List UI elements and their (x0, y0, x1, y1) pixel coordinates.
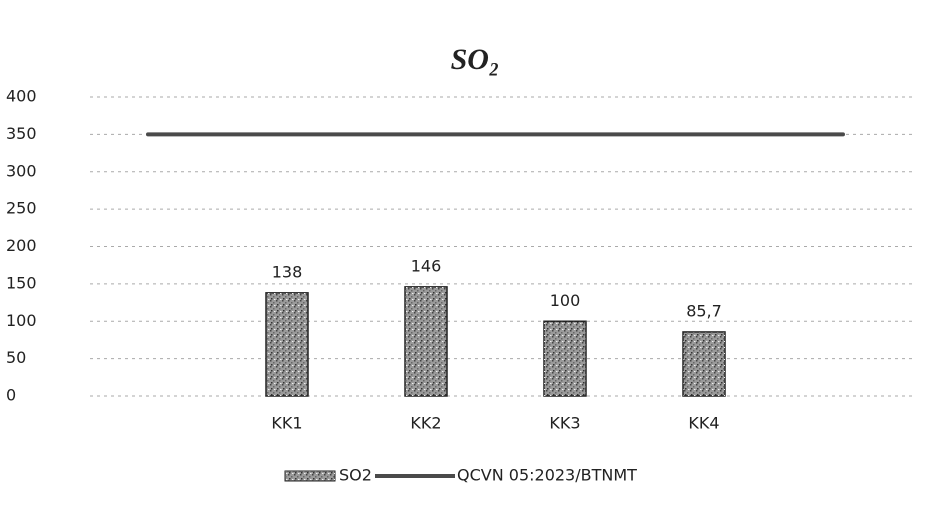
y-tick-label: 300 (6, 161, 37, 180)
x-tick-label: KK3 (549, 414, 580, 433)
x-tick-label: KK2 (410, 414, 441, 433)
y-tick-label: 200 (6, 236, 37, 255)
y-tick-label: 350 (6, 124, 37, 143)
data-label: 146 (411, 256, 442, 275)
x-tick-label: KK1 (271, 414, 302, 433)
x-tick-label: KK4 (688, 414, 719, 433)
y-tick-label: 250 (6, 199, 37, 218)
bar-texture (405, 286, 447, 396)
y-tick-label: 150 (6, 273, 37, 292)
bar-texture (544, 321, 586, 396)
bar-texture (266, 292, 308, 396)
y-tick-label: 0 (6, 386, 16, 405)
legend-swatch-texture (285, 471, 335, 481)
y-tick-label: 100 (6, 311, 37, 330)
y-tick-label: 400 (6, 87, 37, 106)
data-label: 138 (272, 262, 303, 281)
data-label: 85,7 (686, 301, 722, 320)
bar-texture (683, 331, 725, 396)
legend-label: SO2 (339, 466, 372, 485)
chart-title: SO₂ (451, 43, 500, 76)
y-tick-label: 50 (6, 348, 26, 367)
legend-label: QCVN 05:2023/BTNMT (457, 466, 637, 485)
data-label: 100 (550, 291, 581, 310)
